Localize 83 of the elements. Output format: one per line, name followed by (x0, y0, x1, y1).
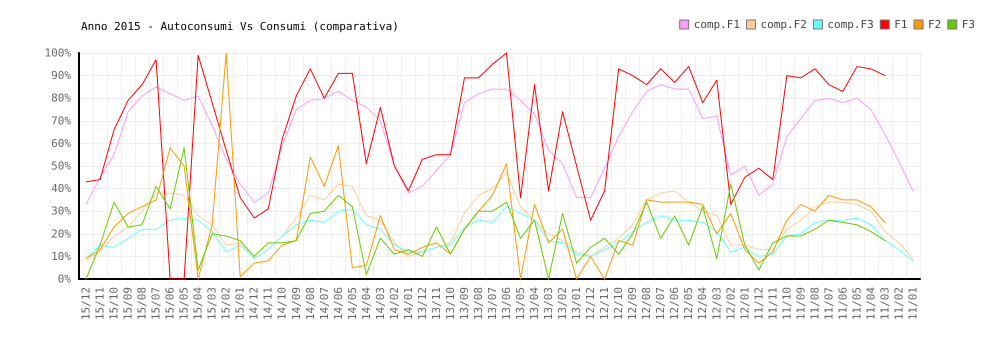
x-tick-label: 11/07 (822, 287, 836, 320)
x-tick-label: 14/01 (402, 287, 415, 320)
x-tick-label: 13/08 (472, 287, 485, 320)
x-tick-label: 14/11 (262, 287, 275, 320)
x-tick-label: 14/03 (374, 287, 387, 320)
x-tick-label: 15/03 (206, 287, 219, 320)
x-tick-label: 15/07 (150, 287, 163, 320)
x-tick-label: 13/06 (500, 287, 514, 320)
line-series (86, 84, 914, 205)
y-tick-label: 80% (51, 92, 72, 105)
y-tick-label: 30% (51, 204, 72, 218)
x-tick-label: 12/02 (724, 287, 738, 320)
x-tick-label: 14/02 (388, 287, 401, 320)
x-tick-label: 11/03 (878, 287, 892, 320)
x-tick-label: 12/05 (682, 287, 696, 320)
x-tick-label: 14/08 (304, 287, 317, 320)
x-tick-label: 15/12 (80, 287, 93, 320)
x-tick-label: 12/06 (668, 287, 682, 320)
legend-label: comp.F2 (760, 18, 807, 31)
x-tick-label: 13/03 (542, 287, 556, 320)
x-tick-label: 13/09 (458, 287, 471, 320)
y-tick-label: 0% (58, 272, 72, 286)
y-tick-label: 50% (51, 160, 72, 172)
x-tick-label: 13/11 (430, 287, 443, 320)
x-tick-label: 11/01 (906, 287, 920, 320)
x-tick-label: 13/05 (514, 287, 528, 320)
x-tick-label: 13/04 (528, 286, 542, 320)
x-tick-label: 15/11 (94, 287, 107, 320)
x-tick-label: 14/07 (318, 287, 331, 320)
x-tick-label: 12/04 (696, 286, 710, 320)
x-tick-label: 11/02 (892, 287, 906, 320)
x-tick-label: 11/12 (752, 287, 766, 320)
x-tick-label: 12/03 (710, 287, 724, 320)
x-tick-label: 13/12 (416, 287, 429, 320)
y-tick-label: 90% (51, 69, 72, 82)
x-tick-label: 15/01 (234, 287, 247, 320)
x-tick-label: 15/09 (122, 287, 135, 320)
y-tick-label: 60% (51, 136, 72, 150)
y-tick-label: 20% (51, 227, 72, 240)
x-tick-label: 14/10 (276, 287, 289, 320)
legend-label: F1 (894, 18, 908, 31)
x-tick-label: 11/04 (864, 286, 878, 320)
x-tick-label: 11/11 (766, 287, 780, 320)
x-tick-label: 15/08 (136, 287, 149, 320)
x-tick-label: 12/12 (584, 287, 598, 320)
x-tick-label: 14/06 (332, 287, 345, 320)
line-series (86, 172, 914, 262)
x-tick-label: 11/09 (794, 287, 808, 320)
x-tick-label: 12/09 (626, 287, 640, 320)
x-tick-label: 12/07 (654, 287, 668, 320)
x-tick-label: 14/09 (290, 287, 303, 320)
x-tick-label: 15/04 (192, 286, 205, 320)
x-tick-label: 12/11 (598, 287, 612, 320)
x-tick-label: 15/05 (178, 287, 191, 320)
x-tick-label: 14/04 (360, 286, 373, 320)
x-tick-label: 15/06 (164, 287, 177, 320)
x-tick-label: 15/02 (220, 287, 233, 320)
chart-title: Anno 2015 - Autoconsumi Vs Consumi (comparativa) (81, 20, 399, 33)
x-tick-label: 12/10 (612, 287, 626, 320)
y-tick-label: 70% (51, 114, 72, 128)
line-series (86, 52, 886, 280)
y-tick-label: 100% (44, 46, 72, 60)
x-tick-label: 13/01 (570, 287, 584, 320)
x-tick-label: 14/12 (248, 287, 261, 320)
x-tick-label: 12/08 (640, 287, 654, 320)
y-tick-label: 10% (51, 250, 72, 263)
legend-label: comp.F1 (694, 18, 740, 31)
x-tick-label: 13/10 (444, 287, 457, 320)
legend-label: F3 (962, 18, 976, 31)
x-tick-label: 11/10 (780, 287, 794, 320)
x-tick-label: 11/06 (836, 287, 850, 320)
y-tick-label: 40% (51, 182, 72, 196)
x-tick-label: 15/10 (108, 287, 121, 320)
line-series (86, 147, 886, 280)
x-tick-label: 11/05 (850, 287, 864, 320)
legend-label: comp.F3 (827, 18, 874, 31)
x-tick-label: 13/07 (486, 287, 499, 320)
line-series (86, 206, 914, 262)
x-tick-label: 14/05 (346, 287, 359, 320)
legend-label: F2 (928, 18, 942, 31)
x-tick-label: 13/02 (556, 287, 570, 320)
x-tick-label: 12/01 (738, 287, 752, 320)
x-tick-label: 11/08 (808, 287, 822, 320)
